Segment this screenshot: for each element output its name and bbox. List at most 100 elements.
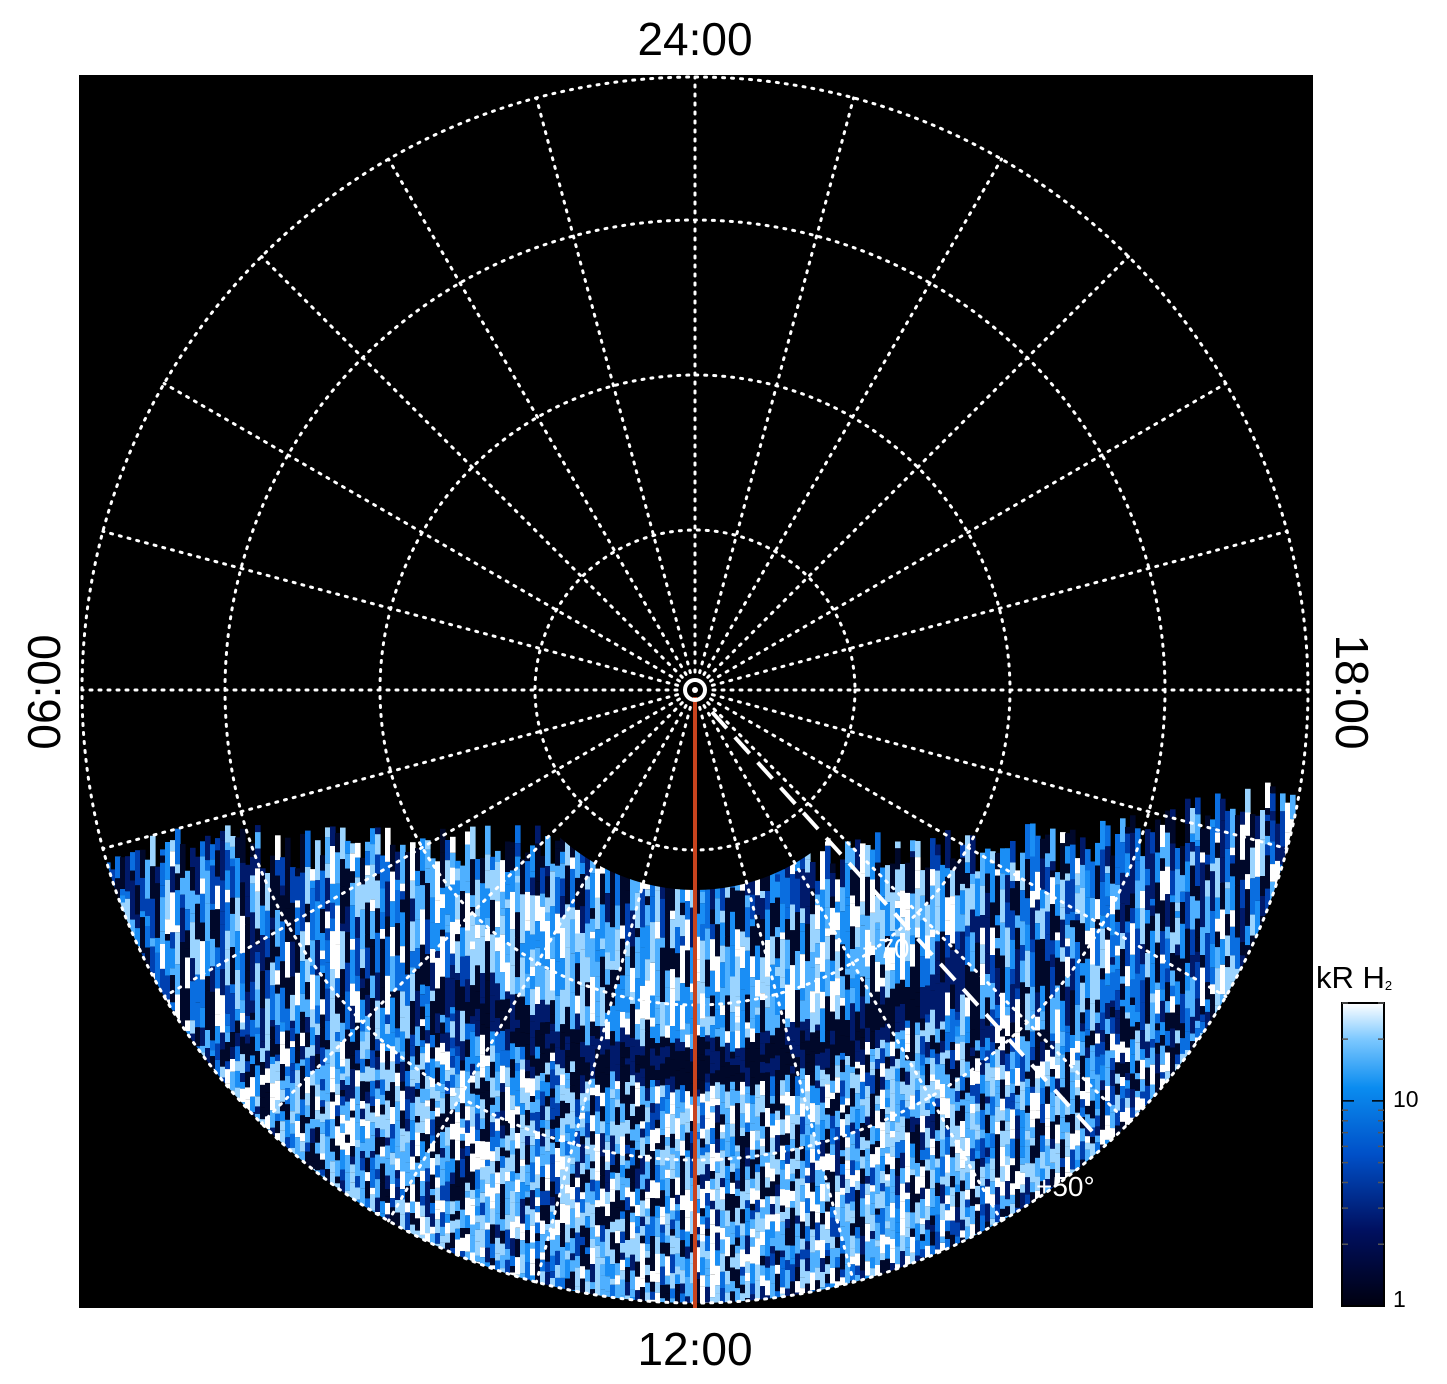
emission-pixel — [290, 1047, 296, 1064]
emission-pixel — [820, 851, 826, 890]
emission-pixel — [555, 1251, 561, 1266]
emission-pixel — [630, 1222, 636, 1239]
emission-pixel — [695, 1298, 701, 1303]
emission-pixel — [590, 1179, 596, 1192]
emission-pixel — [720, 910, 726, 923]
emission-pixel — [635, 1204, 641, 1217]
emission-pixel — [315, 1096, 321, 1111]
emission-pixel — [560, 1135, 566, 1142]
emission-pixel — [430, 1151, 436, 1158]
emission-pixel — [440, 887, 446, 895]
emission-pixel — [670, 1092, 676, 1105]
emission-pixel — [505, 1181, 511, 1199]
emission-pixel — [880, 1048, 886, 1064]
emission-pixel — [815, 880, 821, 895]
emission-pixel — [840, 1072, 846, 1081]
emission-pixel — [400, 1090, 406, 1111]
emission-pixel — [560, 1068, 566, 1075]
emission-pixel — [295, 876, 301, 901]
emission-pixel — [560, 1308, 566, 1328]
emission-pixel — [210, 966, 216, 992]
emission-pixel — [570, 1253, 576, 1261]
emission-pixel — [580, 1309, 586, 1316]
emission-pixel — [595, 1076, 601, 1085]
emission-pixel — [180, 979, 186, 994]
emission-pixel — [565, 1259, 571, 1279]
emission-pixel — [890, 1202, 896, 1218]
emission-pixel — [830, 1248, 836, 1268]
emission-pixel — [525, 1164, 531, 1173]
emission-pixel — [480, 1024, 486, 1035]
emission-pixel — [895, 946, 901, 984]
emission-pixel — [710, 1209, 716, 1225]
emission-pixel — [275, 1121, 281, 1134]
emission-pixel — [190, 867, 196, 891]
emission-pixel — [740, 883, 746, 891]
emission-pixel — [475, 1255, 481, 1262]
emission-pixel — [615, 1230, 621, 1244]
emission-pixel — [720, 1227, 726, 1240]
emission-pixel — [870, 912, 876, 946]
emission-pixel — [305, 867, 311, 904]
emission-pixel — [280, 1121, 286, 1131]
emission-pixel — [180, 844, 186, 878]
emission-pixel — [845, 1105, 851, 1115]
emission-pixel — [625, 1107, 631, 1120]
emission-pixel — [670, 1169, 676, 1179]
emission-pixel — [355, 1086, 361, 1105]
emission-pixel — [800, 1116, 806, 1135]
emission-pixel — [360, 1072, 366, 1082]
emission-pixel — [360, 1108, 366, 1120]
emission-pixel — [215, 838, 221, 851]
emission-pixel — [575, 1161, 581, 1178]
emission-pixel — [290, 1070, 296, 1083]
emission-pixel — [465, 1039, 471, 1057]
emission-pixel — [505, 1067, 511, 1087]
emission-pixel — [580, 1278, 586, 1293]
emission-pixel — [700, 951, 706, 983]
emission-pixel — [505, 1121, 511, 1136]
emission-pixel — [385, 1158, 391, 1176]
emission-pixel — [870, 1144, 876, 1155]
emission-pixel — [815, 1088, 821, 1105]
emission-pixel — [290, 1041, 296, 1048]
emission-pixel — [695, 1158, 701, 1176]
emission-pixel — [610, 1121, 616, 1136]
emission-pixel — [330, 1161, 336, 1173]
emission-pixel — [500, 891, 506, 909]
emission-pixel — [655, 1198, 661, 1206]
emission-pixel — [600, 1309, 606, 1319]
emission-pixel — [390, 1046, 396, 1062]
emission-pixel — [185, 1307, 191, 1325]
emission-pixel — [680, 1124, 686, 1141]
emission-pixel — [590, 1161, 596, 1169]
emission-pixel — [650, 1129, 656, 1139]
emission-pixel — [610, 1098, 616, 1105]
emission-pixel — [740, 1047, 746, 1061]
emission-pixel — [895, 869, 901, 901]
emission-pixel — [815, 1065, 821, 1081]
emission-pixel — [535, 1030, 541, 1047]
emission-pixel — [435, 1126, 441, 1138]
emission-pixel — [865, 966, 871, 979]
emission-pixel — [465, 1175, 471, 1183]
emission-pixel — [490, 1021, 496, 1032]
emission-pixel — [260, 875, 266, 906]
emission-pixel — [430, 1078, 436, 1087]
emission-pixel — [760, 1138, 766, 1147]
emission-pixel — [590, 908, 596, 919]
emission-pixel — [760, 891, 766, 898]
emission-pixel — [785, 877, 791, 908]
emission-pixel — [550, 1154, 556, 1164]
emission-pixel — [350, 1041, 356, 1056]
emission-pixel — [695, 1266, 701, 1273]
emission-pixel — [325, 1136, 331, 1156]
emission-pixel — [890, 1263, 896, 1274]
emission-pixel — [515, 1148, 521, 1156]
emission-pixel — [300, 1099, 306, 1116]
emission-pixel — [605, 1021, 611, 1040]
emission-pixel — [730, 1163, 736, 1172]
emission-pixel — [895, 936, 901, 947]
emission-pixel — [575, 952, 581, 964]
emission-pixel — [325, 1169, 331, 1188]
